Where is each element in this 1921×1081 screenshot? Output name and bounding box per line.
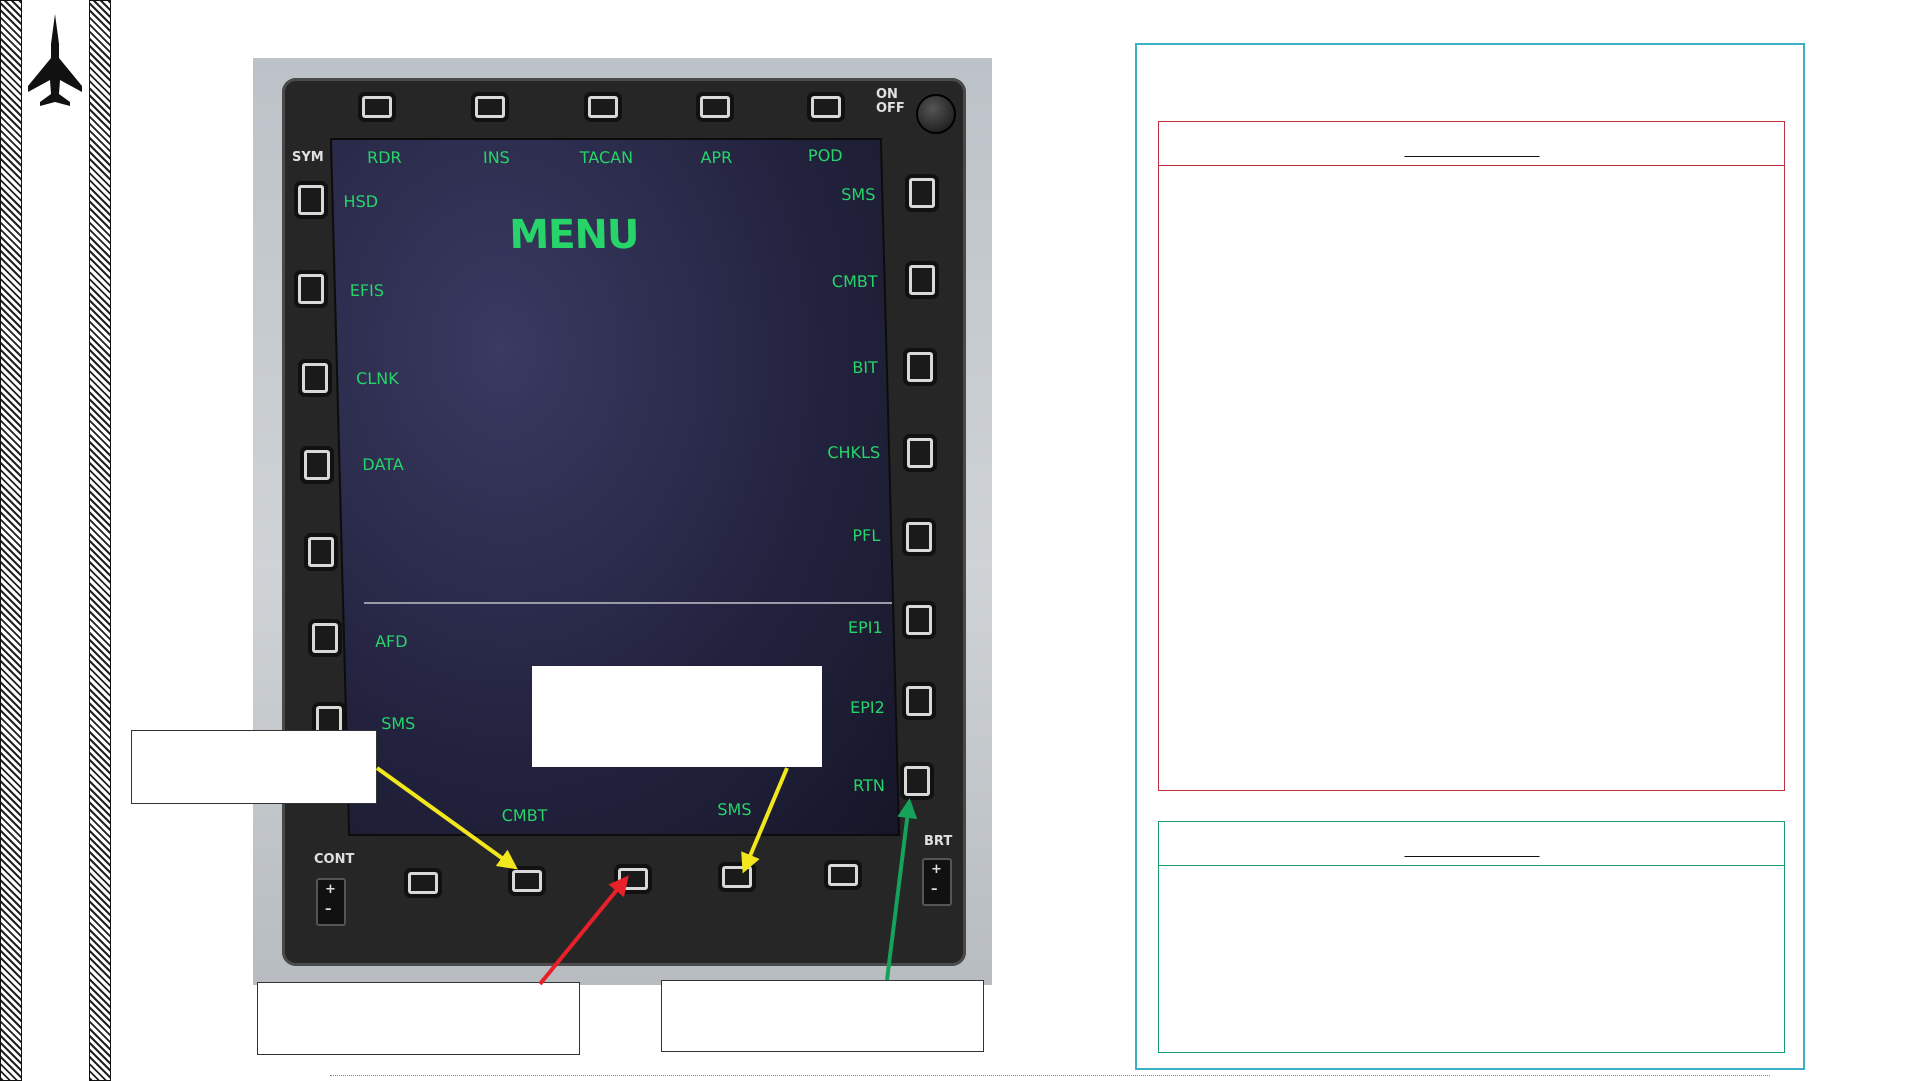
- callout-box-center: [532, 666, 822, 767]
- osb-label-ins: INS: [482, 148, 511, 167]
- footer-rule: [330, 1075, 1770, 1079]
- osb-right-3[interactable]: [907, 352, 933, 382]
- osb-left-5[interactable]: [308, 537, 334, 567]
- osb-right-2[interactable]: [909, 265, 935, 295]
- contrast-rocker[interactable]: + –: [316, 878, 346, 926]
- osb-top-3[interactable]: [588, 96, 618, 118]
- osb-label-rdr: RDR: [366, 148, 402, 167]
- osb-label-rtn: RTN: [852, 776, 886, 795]
- osb-right-1[interactable]: [909, 178, 935, 208]
- osb-label-sms-left: SMS: [380, 714, 416, 733]
- osb-right-6[interactable]: [906, 605, 932, 635]
- power-knob[interactable]: [916, 94, 956, 134]
- menu-title: MENU: [508, 212, 640, 258]
- osb-label-hsd: HSD: [343, 192, 379, 211]
- osb-top-2[interactable]: [475, 96, 505, 118]
- lower-header-underline: [1404, 856, 1539, 857]
- osb-left-1[interactable]: [298, 185, 324, 215]
- upper-info-section: [1158, 121, 1785, 791]
- mfd-cockpit-image: SYM ON OFF CONT BRT + – + –: [253, 58, 992, 985]
- osb-label-cmbt-bottom: CMBT: [501, 806, 548, 825]
- osb-label-tacan: TACAN: [579, 148, 634, 167]
- osb-bottom-4[interactable]: [722, 866, 752, 888]
- osb-left-6[interactable]: [312, 623, 338, 653]
- callout-box-left: [131, 730, 377, 804]
- osb-label-clnk: CLNK: [355, 369, 399, 388]
- callout-box-bottom-left: [257, 982, 580, 1055]
- osb-label-efis: EFIS: [349, 281, 385, 300]
- osb-label-sms-right: SMS: [840, 185, 876, 204]
- upper-header-underline: [1404, 156, 1539, 157]
- power-label: ON OFF: [876, 87, 905, 116]
- osb-top-1[interactable]: [362, 96, 392, 118]
- osb-left-4[interactable]: [304, 450, 330, 480]
- screen-divider-line: [364, 602, 893, 604]
- brightness-label: BRT: [924, 834, 953, 849]
- osb-label-pod: POD: [807, 146, 843, 165]
- callout-box-bottom-right: [661, 980, 984, 1052]
- osb-right-5[interactable]: [906, 522, 932, 552]
- osb-label-chkls: CHKLS: [827, 443, 881, 462]
- osb-label-afd: AFD: [374, 632, 408, 651]
- osb-label-pfl: PFL: [852, 526, 881, 545]
- osb-top-5[interactable]: [811, 96, 841, 118]
- osb-label-apr: APR: [700, 148, 733, 167]
- osb-left-2[interactable]: [298, 274, 324, 304]
- osb-label-cmbt-right: CMBT: [831, 272, 878, 291]
- contrast-label: CONT: [314, 852, 355, 867]
- osb-left-3[interactable]: [302, 363, 328, 393]
- osb-label-data: DATA: [362, 455, 404, 474]
- osb-bottom-1[interactable]: [408, 872, 438, 894]
- osb-right-4[interactable]: [907, 438, 933, 468]
- lower-info-section: [1158, 821, 1785, 1053]
- symbology-label: SYM: [292, 150, 324, 165]
- osb-label-bit: BIT: [852, 358, 879, 377]
- brightness-rocker[interactable]: + –: [922, 858, 952, 906]
- osb-right-7[interactable]: [906, 686, 932, 716]
- lower-section-header: [1159, 822, 1784, 866]
- osb-right-8[interactable]: [904, 766, 930, 796]
- left-hatch-border: [0, 0, 22, 1081]
- osb-top-4[interactable]: [700, 96, 730, 118]
- info-panel: [1135, 43, 1805, 1070]
- osb-bottom-5[interactable]: [828, 864, 858, 886]
- osb-label-sms-bottom: SMS: [717, 800, 752, 819]
- jet-silhouette-icon: [28, 14, 82, 106]
- upper-section-header: [1159, 122, 1784, 166]
- osb-label-epi2: EPI2: [849, 698, 886, 717]
- osb-bottom-2[interactable]: [512, 870, 542, 892]
- right-hatch-border: [89, 0, 111, 1081]
- osb-bottom-3[interactable]: [618, 868, 648, 890]
- osb-label-epi1: EPI1: [847, 618, 883, 637]
